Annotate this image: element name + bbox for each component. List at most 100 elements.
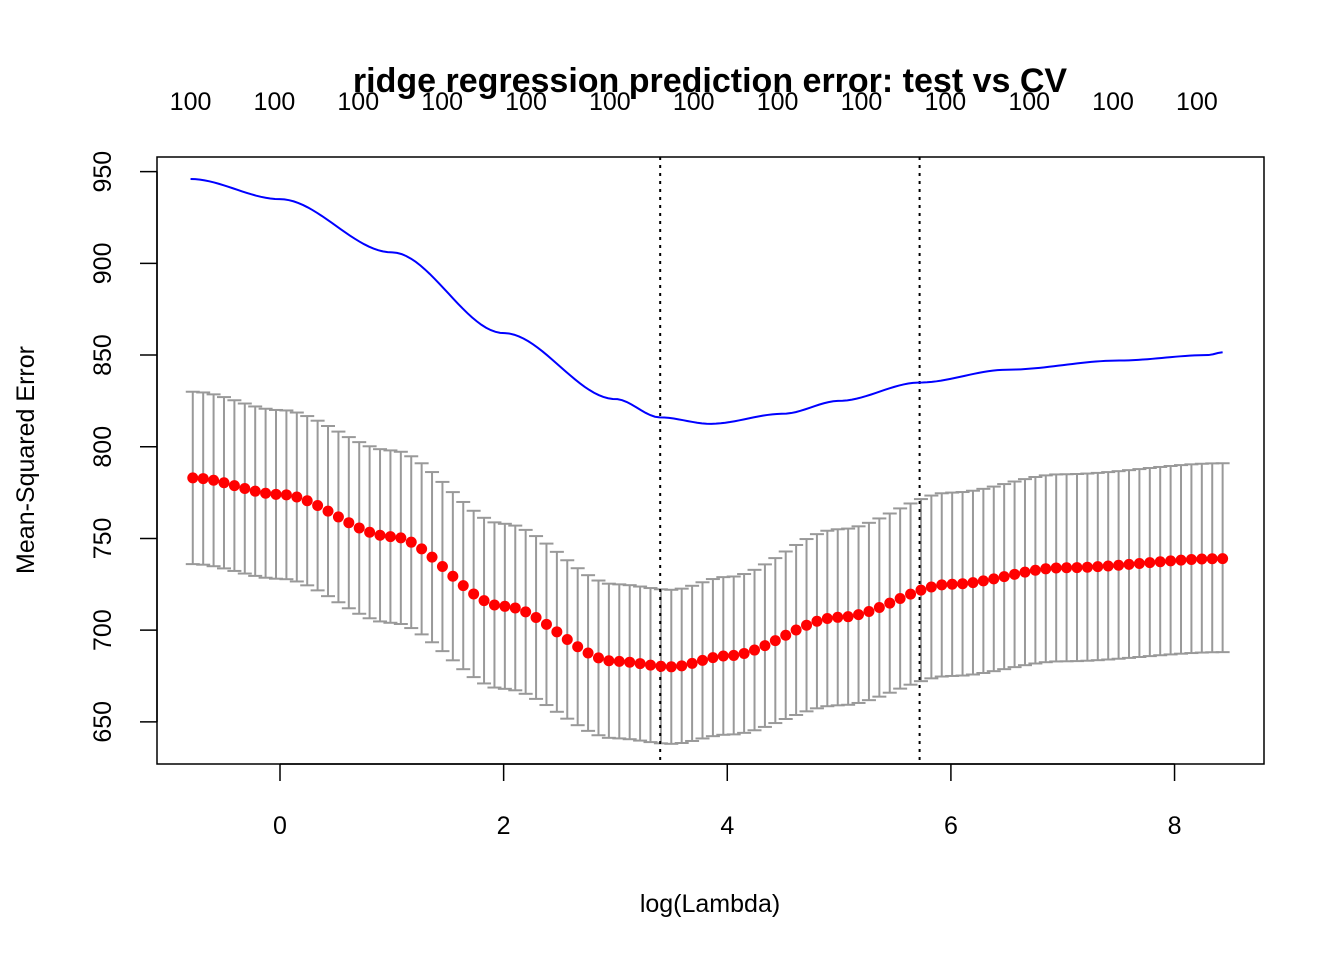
cv-point	[291, 491, 303, 503]
cv-point	[384, 531, 396, 543]
cv-point	[592, 652, 604, 664]
cv-point	[842, 611, 854, 623]
cv-point	[1196, 553, 1208, 565]
cv-point	[790, 624, 802, 636]
top-axis-label: 100	[505, 88, 547, 116]
top-axis-label: 100	[924, 88, 966, 116]
cv-point	[946, 578, 958, 590]
cv-point	[1175, 554, 1187, 566]
cv-point	[957, 578, 969, 590]
cv-point	[1165, 555, 1177, 567]
cv-point	[811, 615, 823, 627]
cv-point	[582, 647, 594, 659]
cv-point	[395, 532, 407, 544]
cv-point	[624, 656, 636, 668]
cv-point	[998, 571, 1010, 583]
cv-point	[967, 577, 979, 589]
cv-point	[717, 650, 729, 662]
cv-point	[749, 644, 761, 656]
cv-point	[561, 633, 573, 645]
y-tick-label: 900	[89, 243, 117, 285]
top-axis-labels: 100 100 100 100 100 100 100 100 100 100 100 100 100	[170, 88, 1218, 116]
top-axis-label: 100	[254, 88, 296, 116]
cv-point	[676, 660, 688, 672]
cv-point	[520, 606, 532, 618]
cv-point	[644, 659, 656, 671]
cv-point	[1133, 557, 1145, 569]
cv-points	[187, 472, 1229, 673]
cv-point	[1185, 554, 1197, 566]
cv-point	[1029, 564, 1041, 576]
cv-point	[1113, 559, 1125, 571]
top-axis-label: 100	[757, 88, 799, 116]
cv-point	[312, 500, 324, 512]
cv-point	[572, 641, 584, 653]
cv-point	[707, 652, 719, 664]
cv-point	[1206, 553, 1218, 565]
cv-point	[332, 511, 344, 523]
y-tick-label: 800	[89, 426, 117, 468]
cv-point	[218, 477, 230, 489]
cv-point	[187, 472, 199, 484]
chart-title: ridge regression prediction error: test …	[353, 62, 1068, 100]
top-axis-label: 100	[841, 88, 883, 116]
cv-point	[239, 483, 251, 495]
y-tick-label: 750	[89, 518, 117, 560]
top-axis-label: 100	[421, 88, 463, 116]
cv-point	[686, 657, 698, 669]
y-axis-title: Mean-Squared Error	[12, 346, 40, 574]
cv-point	[697, 654, 709, 666]
cv-point	[426, 551, 438, 563]
cv-point	[1154, 556, 1166, 568]
cv-point	[1144, 557, 1156, 569]
reference-lines	[659, 157, 921, 764]
cv-point	[447, 570, 459, 582]
cv-point	[769, 635, 781, 647]
cv-point	[353, 522, 365, 534]
cv-point	[551, 626, 563, 638]
cv-point	[1092, 561, 1104, 573]
x-tick-label: 8	[1168, 812, 1182, 840]
cv-point	[780, 629, 792, 641]
y-tick-label: 650	[89, 701, 117, 743]
cv-point	[1019, 566, 1031, 578]
cv-point	[249, 485, 261, 497]
top-axis-label: 100	[589, 88, 631, 116]
cv-point	[540, 618, 552, 630]
cv-point	[759, 640, 771, 652]
cv-point	[1081, 561, 1093, 573]
x-tick-label: 4	[720, 812, 734, 840]
cv-point	[436, 561, 448, 573]
cv-point	[1040, 563, 1052, 575]
cv-point	[301, 495, 313, 507]
cv-point	[905, 588, 917, 600]
cv-point	[1102, 560, 1114, 572]
cv-point	[915, 584, 927, 596]
cv-point	[853, 609, 865, 621]
x-tick-label: 2	[497, 812, 511, 840]
cv-point	[197, 473, 209, 485]
cv-point	[280, 489, 292, 501]
cv-point	[821, 612, 833, 624]
cv-point	[374, 529, 386, 541]
cv-point	[977, 575, 989, 587]
test-error-line	[190, 178, 1223, 425]
cv-point	[832, 611, 844, 623]
cv-point	[1050, 562, 1062, 574]
cv-point	[1217, 553, 1229, 565]
top-axis-label: 100	[1008, 88, 1050, 116]
cv-point	[405, 536, 417, 548]
cv-point	[863, 605, 875, 617]
cv-point	[988, 573, 1000, 585]
y-tick-label: 700	[89, 609, 117, 651]
cv-point	[208, 474, 220, 486]
cv-point	[1123, 558, 1135, 570]
cv-point	[1009, 568, 1021, 580]
top-axis-label: 100	[1092, 88, 1134, 116]
x-axis: 0 2 4 6 8	[273, 763, 1182, 840]
test-error-curve	[190, 178, 1223, 425]
cv-point	[260, 487, 272, 499]
cv-point	[228, 480, 240, 492]
cv-point	[655, 660, 667, 672]
